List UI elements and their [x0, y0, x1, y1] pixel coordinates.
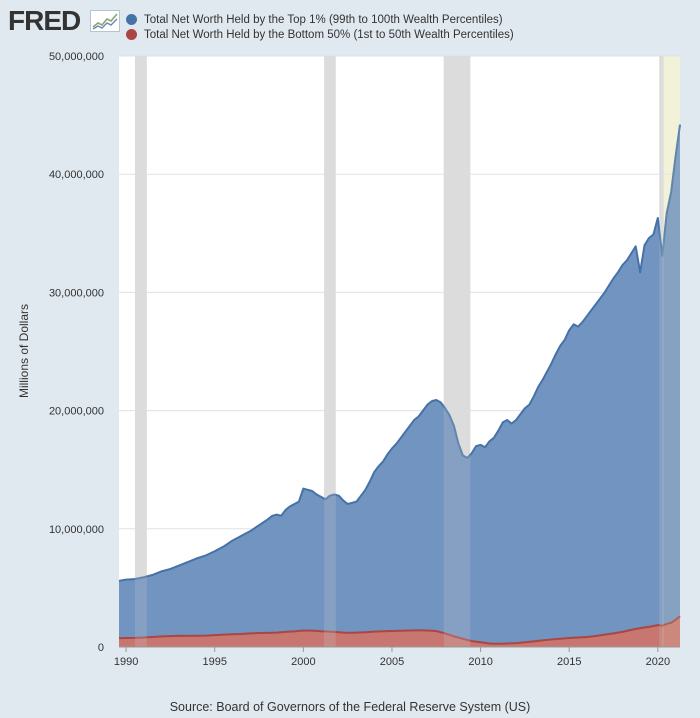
highlight-band-overlay	[662, 56, 680, 647]
x-tick-label-2: 2000	[291, 656, 315, 668]
legend-swatch-top1	[126, 14, 137, 25]
fred-logo-graph-icon	[90, 10, 120, 32]
source-note: Source: Board of Governors of the Federa…	[169, 700, 531, 714]
fred-logo-text: FRED	[8, 5, 81, 36]
legend-label-top1: Total Net Worth Held by the Top 1% (99th…	[144, 13, 503, 26]
chart-area: 0 10,000,000 20,000,000 30,000,000 40,000,00…	[17, 51, 681, 668]
y-tick-label-1: 10,000,000	[49, 524, 104, 536]
x-tick-label-4: 2010	[468, 656, 492, 668]
recession-band-1	[324, 56, 336, 647]
y-axis-title: Millions of Dollars	[17, 304, 31, 398]
y-tick-label-2: 20,000,000	[49, 406, 104, 418]
y-tick-label-4: 40,000,000	[49, 169, 104, 181]
x-tick-label-1: 1995	[202, 656, 226, 668]
y-tick-label-3: 30,000,000	[49, 287, 104, 299]
recession-overlay-1	[324, 56, 336, 647]
series-line-top1	[118, 124, 681, 582]
chart-legend: Total Net Worth Held by the Top 1% (99th…	[126, 12, 514, 42]
series-line-bottom50	[118, 615, 681, 645]
recession-overlay-2	[443, 56, 471, 647]
recession-band-0	[134, 56, 147, 647]
legend-label-bottom50: Total Net Worth Held by the Bottom 50% (…	[144, 28, 514, 41]
y-tick-label-5: 50,000,000	[49, 51, 104, 63]
x-tick-label-0: 1990	[114, 656, 138, 668]
x-tick-label-5: 2015	[557, 656, 581, 668]
legend-item-top1[interactable]: Total Net Worth Held by the Top 1% (99th…	[126, 12, 514, 27]
legend-swatch-bottom50	[126, 29, 137, 40]
recession-overlay-3	[659, 56, 664, 647]
y-tick-label-0: 0	[98, 642, 104, 654]
x-tick-label-6: 2020	[646, 656, 670, 668]
legend-item-bottom50[interactable]: Total Net Worth Held by the Bottom 50% (…	[126, 27, 514, 42]
chart-header: FRED Total Net Worth Held by the Top 1% …	[0, 0, 700, 48]
series-area-top1	[119, 124, 680, 647]
x-tick-label-3: 2005	[380, 656, 404, 668]
recession-overlay-0	[134, 56, 147, 647]
